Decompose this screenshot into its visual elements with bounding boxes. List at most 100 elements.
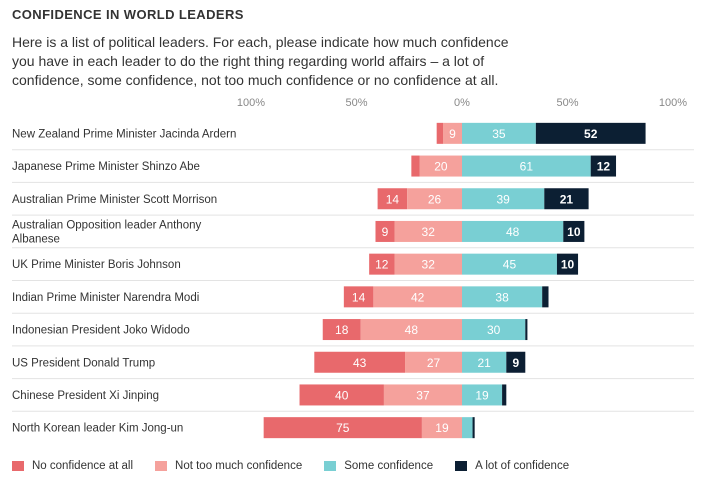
bar-segment-not-much	[421, 417, 462, 439]
data-label: 10	[567, 225, 581, 239]
bar-segment-some	[462, 155, 591, 177]
legend-swatch-a-lot	[455, 461, 468, 471]
data-label: 27	[427, 356, 441, 370]
bar-segment-some	[462, 122, 536, 144]
bar-segment-a-lot	[535, 122, 646, 144]
axis-tick-label: 100%	[659, 97, 687, 109]
bar-segment-none	[436, 122, 444, 144]
data-label: 42	[411, 290, 425, 304]
data-label: 30	[487, 323, 501, 337]
bar-segment-some	[462, 253, 557, 275]
data-label: 52	[584, 127, 598, 141]
data-label: 21	[560, 192, 574, 206]
legend-label-none: No confidence at all	[32, 460, 134, 472]
legend: No confidence at all Not too much confid…	[12, 460, 569, 472]
chart-subtitle: Here is a list of political leaders. For…	[12, 34, 509, 88]
data-label: 9	[382, 225, 389, 239]
legend-label-not-much: Not too much confidence	[175, 460, 303, 472]
data-label: 14	[386, 192, 400, 206]
data-label: 19	[475, 388, 489, 402]
data-label: 10	[561, 258, 575, 272]
bar-segment-not-much	[383, 384, 462, 406]
bar-segment-some	[462, 351, 507, 373]
bar-segment-not-much	[407, 188, 462, 210]
data-label: 75	[336, 421, 350, 435]
data-label: 12	[597, 160, 611, 174]
data-label: 40	[335, 388, 349, 402]
bar-segment-none	[299, 384, 384, 406]
legend-item-not-much: Not too much confidence	[155, 460, 302, 472]
category-label: Japanese Prime Minister Shinzo Abe	[12, 161, 200, 173]
bar-segment-none	[263, 417, 422, 439]
data-label: 12	[375, 258, 389, 272]
category-label: Australian Prime Minister Scott Morrison	[12, 194, 217, 206]
legend-item-a-lot: A lot of confidence	[455, 460, 569, 472]
category-label: Indonesian President Joko Widodo	[12, 325, 190, 337]
data-label: 61	[520, 160, 534, 174]
data-label: 35	[492, 127, 506, 141]
data-label: 48	[405, 323, 419, 337]
data-label: 26	[428, 192, 442, 206]
category-label: UK Prime Minister Boris Johnson	[12, 259, 181, 271]
bar-segment-some	[462, 417, 473, 439]
category-label: Chinese President Xi Jinping	[12, 390, 159, 402]
legend-swatch-not-much	[155, 461, 168, 471]
bar-segment-none	[375, 220, 395, 242]
bar-segment-a-lot	[556, 253, 579, 275]
bar-segment-not-much	[373, 286, 462, 308]
bar-segment-a-lot	[502, 384, 507, 406]
bar-segment-some	[462, 188, 545, 210]
category-label: US President Donald Trump	[12, 357, 155, 369]
legend-item-some: Some confidence	[324, 460, 433, 472]
bar-segment-none	[377, 188, 408, 210]
data-label: 9	[449, 127, 456, 141]
data-label: 21	[477, 356, 491, 370]
data-label: 32	[422, 258, 436, 272]
bar-segment-not-much	[405, 351, 462, 373]
bar-segment-a-lot	[542, 286, 549, 308]
data-label: 20	[434, 160, 448, 174]
bar-segment-none	[369, 253, 395, 275]
data-label: 32	[422, 225, 436, 239]
bar-segment-a-lot	[506, 351, 526, 373]
bar-segment-some	[462, 220, 564, 242]
bar-segment-not-much	[419, 155, 462, 177]
bar-segment-some	[462, 286, 543, 308]
data-label: 39	[496, 192, 510, 206]
category-label: Australian Opposition leader Anthony Alba…	[12, 219, 201, 245]
bar-segment-none	[322, 319, 361, 341]
axis-tick-label: 50%	[345, 97, 367, 109]
bar-segment-not-much	[360, 319, 462, 341]
data-label: 14	[352, 290, 366, 304]
bar-segment-not-much	[394, 253, 462, 275]
bar-segment-a-lot	[563, 220, 585, 242]
legend-swatch-none	[12, 461, 24, 471]
bar-segment-a-lot	[544, 188, 589, 210]
bar-segment-a-lot	[590, 155, 617, 177]
bar-segment-none	[411, 155, 420, 177]
bar-segment-some	[462, 384, 503, 406]
data-label: 19	[435, 421, 449, 435]
bar-segment-not-much	[394, 220, 462, 242]
data-label: 9	[512, 356, 519, 370]
axis-tick-label: 50%	[556, 97, 578, 109]
bar-segment-none	[343, 286, 374, 308]
bar-segment-none	[314, 351, 406, 373]
chart-title: CONFIDENCE IN WORLD LEADERS	[12, 7, 244, 22]
category-label: New Zealand Prime Minister Jacinda Arder…	[12, 128, 236, 140]
data-label: 45	[503, 258, 517, 272]
category-label: Indian Prime Minister Narendra Modi	[12, 292, 199, 304]
data-label: 43	[353, 356, 367, 370]
data-label: 37	[416, 388, 430, 402]
legend-swatch-some	[324, 461, 337, 471]
legend-label-a-lot: A lot of confidence	[475, 460, 570, 472]
legend-item-none: No confidence at all	[12, 460, 133, 472]
data-label: 48	[506, 225, 520, 239]
data-label: 38	[495, 290, 509, 304]
diverging-bar-chart: 100% 50% 0% 50% 100% New Zealand Prime Minist…	[12, 97, 694, 439]
bar-segment-some	[462, 319, 526, 341]
axis-tick-label: 100%	[237, 97, 265, 109]
axis-tick-label: 0%	[454, 97, 470, 109]
legend-label-some: Some confidence	[344, 460, 434, 472]
bar-segment-a-lot	[525, 319, 528, 341]
